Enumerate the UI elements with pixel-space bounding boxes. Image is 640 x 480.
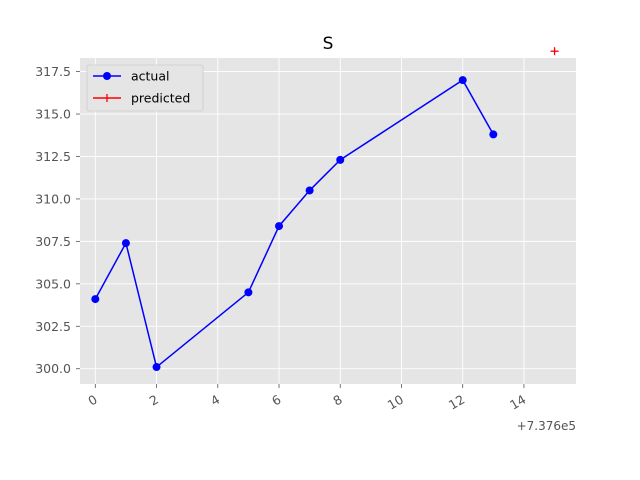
y-axis-ticks: 300.0 302.5 305.0 307.5 310.0 312.5 315.0 317.5 <box>35 64 80 376</box>
legend-predicted-label: predicted <box>131 91 190 106</box>
data-point-actual <box>336 155 345 164</box>
legend: actual predicted <box>86 64 204 112</box>
data-point-predicted <box>550 47 559 56</box>
y-tick-label: 300.0 <box>35 361 71 376</box>
data-point-actual <box>121 239 130 248</box>
data-point-actual <box>458 76 467 85</box>
x-tick-label: 14 <box>507 392 528 413</box>
y-tick-label: 312.5 <box>35 149 71 164</box>
legend-actual-label: actual <box>131 69 170 84</box>
data-point-actual <box>91 295 100 304</box>
x-tick-label: 12 <box>446 392 467 413</box>
legend-actual-marker <box>103 72 111 80</box>
x-offset-label: +7.376e5 <box>517 419 576 433</box>
data-point-actual <box>275 222 284 231</box>
chart-title: S <box>323 34 334 54</box>
y-tick-label: 305.0 <box>35 276 71 291</box>
data-point-actual <box>305 186 314 195</box>
y-tick-label: 310.0 <box>35 191 71 206</box>
data-point-actual <box>152 363 161 372</box>
y-tick-label: 317.5 <box>35 64 71 79</box>
plot-area <box>80 58 576 384</box>
y-tick-label: 315.0 <box>35 107 71 122</box>
data-point-actual <box>244 288 253 297</box>
data-point-actual <box>489 130 498 139</box>
series-layer <box>91 47 559 372</box>
x-tick-label: 10 <box>385 392 406 413</box>
grid-lines <box>80 58 576 384</box>
y-tick-label: 307.5 <box>35 234 71 249</box>
y-tick-label: 302.5 <box>35 319 71 334</box>
